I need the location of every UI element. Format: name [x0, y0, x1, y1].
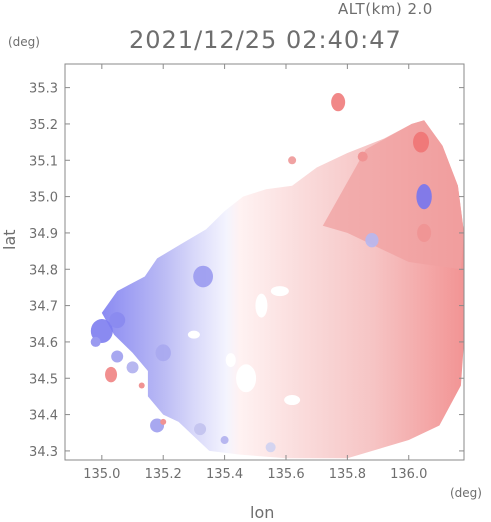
no-data-gap [255, 293, 268, 318]
no-data-gap [225, 353, 236, 368]
echo-speck [194, 423, 207, 436]
echo-speck [265, 442, 276, 453]
y-tick-label: 34.9 [29, 227, 58, 242]
blue-velocity-patch [416, 184, 432, 210]
y-unit-label: (deg) [8, 35, 40, 49]
red-velocity-patch [331, 93, 346, 112]
x-unit-label: (deg) [450, 486, 482, 500]
red-velocity-patch [417, 223, 432, 243]
echo-speck [126, 361, 139, 374]
y-tick-label: 35.3 [29, 82, 58, 97]
axis-ticks: 135.0 135.2 135.4 135.6 135.8 136.0 34.3 34.4 34… [29, 64, 464, 482]
no-data-gap [284, 395, 301, 406]
x-tick-label: 136.0 [390, 467, 427, 482]
blue-velocity-patch [365, 233, 379, 248]
blue-velocity-patch [155, 344, 171, 362]
y-tick-label: 34.7 [29, 300, 58, 315]
plot-frame [64, 63, 465, 461]
velocity-field [90, 93, 464, 459]
no-data-gap [236, 364, 257, 393]
echo-speck [138, 382, 145, 389]
no-data-gap [187, 330, 200, 339]
red-velocity-patch [105, 366, 118, 383]
echo-speck [288, 156, 297, 165]
echo-speck [90, 336, 101, 347]
y-tick-label: 34.6 [29, 336, 58, 351]
y-tick-label: 35.1 [29, 154, 58, 169]
echo-speck [357, 151, 368, 162]
echo-speck [160, 418, 167, 425]
x-axis-label: lon [250, 503, 275, 522]
echo-speck [111, 350, 124, 363]
no-data-gap [270, 286, 289, 297]
x-tick-label: 135.2 [145, 467, 182, 482]
x-tick-label: 135.0 [83, 467, 120, 482]
y-tick-label: 34.4 [29, 409, 58, 424]
altitude-label: ALT(km) 2.0 [338, 0, 433, 18]
echo-speck [109, 312, 126, 329]
x-tick-label: 135.6 [267, 467, 304, 482]
timestamp-title: 2021/12/25 02:40:47 [129, 26, 402, 54]
blue-velocity-patch [193, 265, 214, 288]
y-tick-label: 35.0 [29, 191, 58, 206]
y-tick-label: 34.8 [29, 263, 58, 278]
echo-speck [220, 436, 229, 445]
y-tick-label: 34.3 [29, 445, 58, 460]
y-tick-label: 35.2 [29, 118, 58, 133]
red-velocity-patch [413, 131, 430, 153]
x-tick-label: 135.8 [329, 467, 366, 482]
x-tick-label: 135.4 [206, 467, 243, 482]
y-tick-label: 34.5 [29, 372, 58, 387]
